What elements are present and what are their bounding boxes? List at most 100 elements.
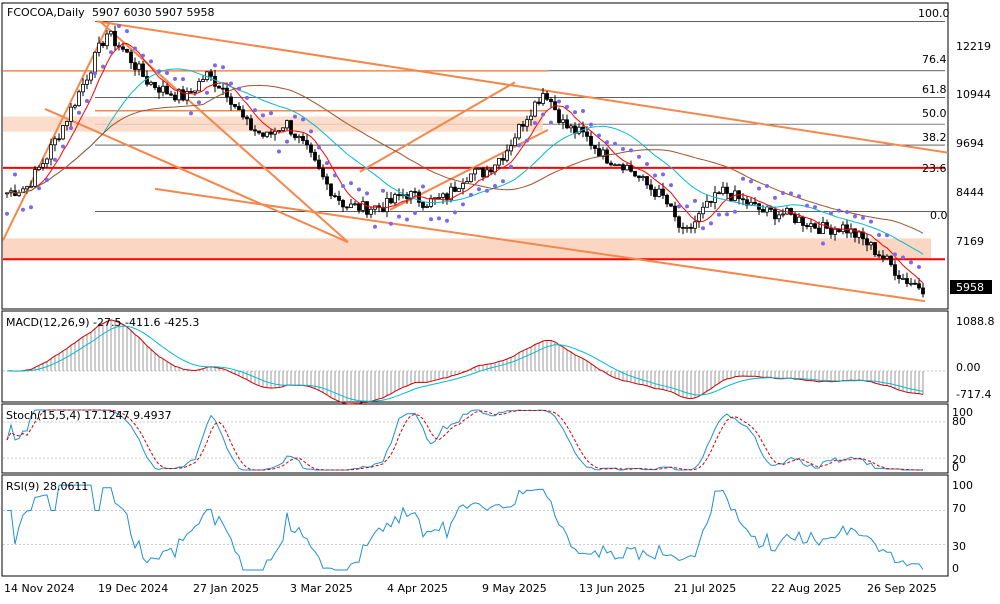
x-label-9: 26 Sep 2025	[867, 582, 937, 595]
sar-dot	[157, 69, 161, 74]
candle-body	[229, 96, 233, 105]
sar-dot	[893, 252, 897, 257]
candle-body	[501, 158, 505, 161]
candle	[73, 103, 77, 110]
sar-dot	[133, 46, 137, 51]
candle-body	[533, 101, 537, 117]
fib-label-23: 23.6	[922, 162, 947, 175]
sar-dot	[165, 71, 169, 76]
candle-body	[109, 30, 113, 35]
sar-dot	[397, 214, 401, 219]
candle	[701, 202, 705, 219]
candle-body	[569, 125, 573, 129]
x-label-6: 13 Jun 2025	[579, 582, 645, 595]
candle-body	[333, 195, 337, 198]
candle	[153, 81, 157, 90]
candle-body	[621, 164, 625, 171]
candle-body	[725, 186, 729, 194]
candle	[609, 160, 613, 167]
candle-body	[37, 166, 41, 170]
candle-body	[21, 188, 25, 194]
candle	[669, 203, 673, 207]
candle-body	[741, 198, 745, 201]
sar-dot	[5, 211, 9, 216]
price-label-10944: 10944	[956, 88, 991, 101]
candle	[309, 142, 313, 158]
candle-body	[293, 133, 297, 139]
candle	[657, 184, 661, 198]
sar-dot	[125, 29, 129, 34]
candle-body	[833, 228, 837, 235]
candle-body	[481, 167, 485, 178]
candle	[337, 190, 341, 206]
candle-body	[121, 46, 125, 50]
candle	[333, 192, 337, 198]
candle	[645, 176, 649, 190]
candle	[697, 211, 701, 228]
candle	[717, 190, 721, 195]
sar-dot	[853, 214, 857, 219]
candle	[85, 74, 89, 90]
x-label-0: 14 Nov 2024	[4, 582, 74, 595]
candle	[133, 57, 137, 76]
candle-body	[249, 118, 253, 131]
candle-body	[689, 226, 693, 229]
candle-body	[869, 242, 873, 246]
rsi-panel-frame	[1, 474, 949, 577]
candle	[425, 203, 429, 209]
sar-dot	[757, 186, 761, 191]
candle	[137, 60, 141, 76]
candle	[773, 206, 777, 225]
candle-body	[201, 79, 205, 82]
candle	[49, 138, 53, 166]
candle	[285, 119, 289, 131]
candle-body	[661, 188, 665, 196]
candle-body	[633, 170, 637, 177]
candle-body	[549, 98, 553, 103]
candle	[193, 90, 197, 96]
candle-body	[901, 278, 905, 280]
candle	[469, 173, 473, 183]
sar-dot	[45, 177, 49, 182]
sar-dot	[829, 211, 833, 216]
sar-dot	[221, 65, 225, 70]
candle	[557, 107, 561, 125]
macd-label-zero: 0.00	[956, 361, 981, 374]
candle-body	[393, 194, 397, 204]
candle-body	[197, 81, 201, 92]
candle-body	[765, 206, 769, 213]
candle-body	[837, 228, 841, 232]
sar-dot	[469, 192, 473, 197]
candle-body	[517, 124, 521, 139]
candle-body	[93, 51, 97, 74]
candle-body	[173, 94, 177, 101]
candle	[897, 270, 901, 284]
candle	[301, 133, 305, 145]
candle	[617, 163, 621, 167]
sar-dot	[277, 149, 281, 154]
candle-body	[537, 101, 541, 104]
candle-body	[457, 188, 461, 192]
candle-body	[369, 208, 373, 215]
sar-dot	[421, 184, 425, 189]
candle	[57, 133, 61, 142]
sar-dot	[429, 217, 433, 222]
candle-body	[917, 283, 921, 289]
candle	[361, 196, 365, 213]
candle	[353, 201, 357, 206]
candle-body	[789, 207, 793, 215]
candle	[805, 223, 809, 230]
candle-body	[253, 129, 257, 132]
candle	[25, 185, 29, 194]
candle	[349, 198, 353, 209]
candle-body	[797, 216, 801, 223]
rsi-line	[7, 484, 924, 571]
candle	[501, 153, 505, 166]
fib-label-0: 0.0	[930, 209, 948, 222]
candle-body	[453, 186, 457, 192]
candle	[589, 131, 593, 150]
candle	[857, 230, 861, 244]
candle-body	[385, 197, 389, 213]
